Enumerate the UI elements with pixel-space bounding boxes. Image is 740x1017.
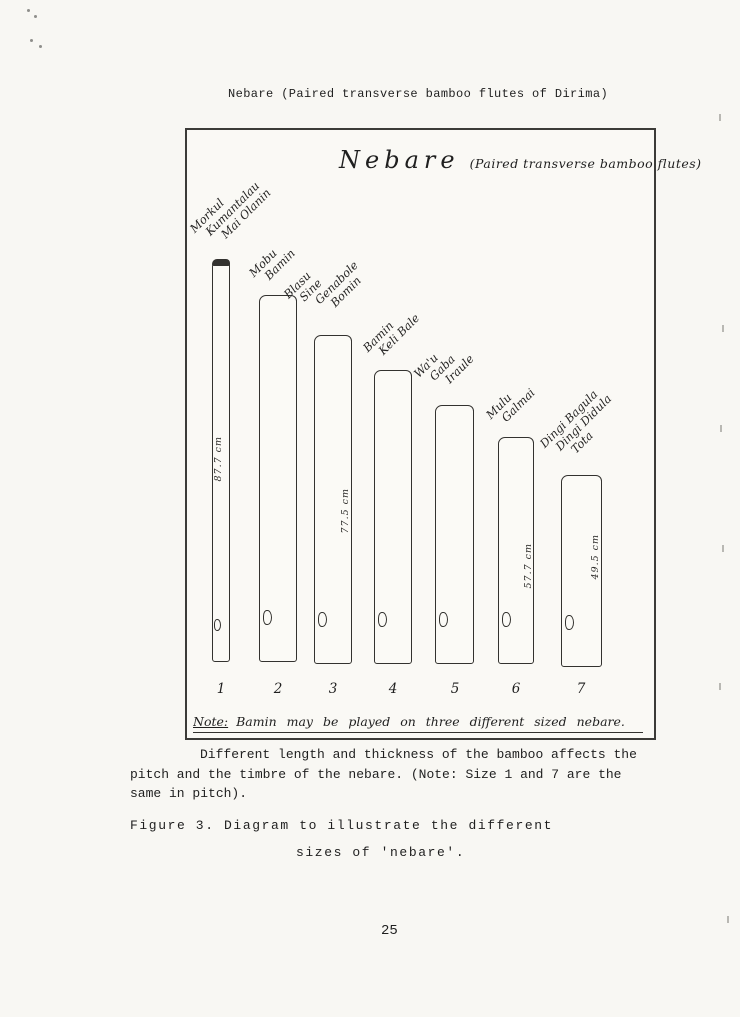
flute-1-tip: [212, 259, 230, 266]
flute-5-labels: Wa'u Gaba Iraule: [411, 334, 476, 399]
figure-caption-line: sizes of 'nebare'.: [296, 844, 466, 860]
flute-6-number: 6: [511, 681, 521, 697]
flute-1-length: 87.7 cm: [213, 436, 224, 482]
flute-3-length: 77.5 cm: [340, 488, 351, 534]
flute-5-hole: [439, 612, 448, 627]
figure-caption: Figure 3. Diagram to illustrate the diff…: [130, 813, 553, 866]
figure-note-label: Note:: [193, 714, 229, 729]
figure-title: Nebare (Paired transverse bamboo flutes): [339, 146, 702, 174]
flute-7-labels: Dingi Bagula Dingi Didula Tota: [537, 383, 623, 468]
flute-7-bar: 49.5 cm: [561, 475, 602, 667]
paragraph-line: pitch and the timbre of the nebare. (Not…: [130, 766, 622, 782]
flute-4-labels: Bamin Keli Bale: [360, 302, 422, 363]
scan-speck: [34, 15, 37, 18]
flute-2-number: 2: [273, 681, 283, 697]
flute-4-hole: [378, 612, 387, 627]
flute-3-hole: [318, 612, 327, 627]
scan-mark: [719, 114, 721, 121]
page-heading: Nebare (Paired transverse bamboo flutes …: [228, 87, 609, 101]
scan-mark: [727, 916, 729, 923]
scan-mark: [720, 425, 722, 432]
flute-2-bar: [259, 295, 297, 662]
flute-1-hole: [214, 619, 221, 631]
flute-5-number: 5: [450, 681, 460, 697]
scan-mark: [722, 545, 724, 552]
figure-note-text: Bamin may be played on three different s…: [236, 714, 625, 729]
flute-6-labels: Mulu Galmai: [483, 377, 537, 431]
flute-7-length: 49.5 cm: [590, 534, 601, 580]
body-paragraph: Different length and thickness of the ba…: [130, 745, 660, 804]
figure-caption-line: Figure 3. Diagram to illustrate the diff…: [130, 818, 554, 833]
scan-speck: [30, 39, 33, 42]
flute-3-bar: 77.5 cm: [314, 335, 352, 664]
flute-2-hole: [263, 610, 272, 625]
flute-3-number: 3: [328, 681, 338, 697]
flute-6-bar: 57.7 cm: [498, 437, 534, 664]
flute-7-number: 7: [576, 681, 586, 697]
figure-title-subtitle: (Paired transverse bamboo flutes): [469, 156, 702, 171]
scan-speck: [27, 9, 30, 12]
page-number: 25: [381, 923, 398, 939]
flute-1-number: 1: [216, 681, 226, 697]
flute-5-bar: [435, 405, 474, 664]
flute-1-labels: Morkul Kumantalau Mai Olanin: [187, 168, 273, 254]
scan-speck: [39, 45, 42, 48]
figure-box: Nebare (Paired transverse bamboo flutes)…: [185, 128, 701, 740]
flute-4-bar: [374, 370, 412, 664]
figure-note: Note: Bamin may be played on three differ…: [193, 714, 643, 733]
scan-mark: [722, 325, 724, 332]
paragraph-line: same in pitch).: [130, 786, 248, 801]
flute-1-bar: 87.7 cm: [212, 259, 230, 662]
flute-7-hole: [565, 615, 574, 630]
scan-mark: [719, 683, 721, 690]
figure-title-main: Nebare: [339, 146, 460, 174]
paragraph-line: Different length and thickness of the ba…: [200, 747, 637, 762]
flute-6-length: 57.7 cm: [523, 543, 534, 589]
flute-4-number: 4: [388, 681, 398, 697]
flute-6-hole: [502, 612, 511, 627]
